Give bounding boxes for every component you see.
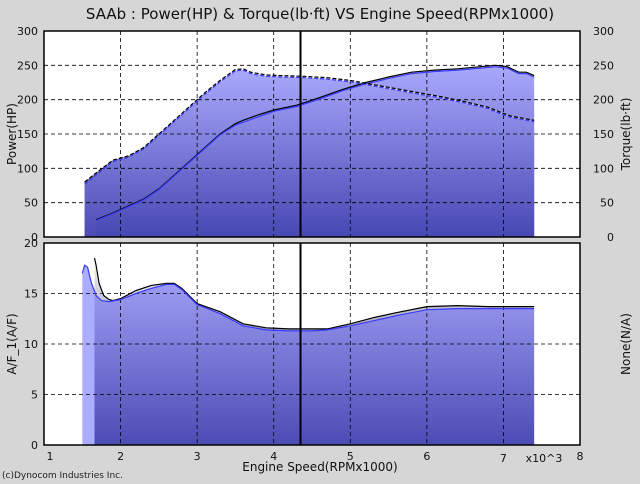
series-fill — [82, 265, 535, 445]
x-tick-label: 8 — [577, 450, 584, 463]
y-right-tick-label: 150 — [593, 128, 614, 141]
y-tick-label: 250 — [17, 59, 38, 72]
y-tick-label: 300 — [17, 25, 38, 38]
x-multiplier-label: x10^3 — [526, 452, 563, 465]
plot-frame — [43, 242, 581, 446]
series-line — [84, 69, 535, 185]
x-tick-label: 5 — [347, 450, 354, 463]
y-tick-label: 100 — [17, 162, 38, 175]
y-right-tick-label: 300 — [593, 25, 614, 38]
y-tick-label: 15 — [24, 288, 38, 301]
plot-frame — [43, 30, 581, 238]
x-tick-label: 6 — [423, 450, 430, 463]
y-right-tick-label: 200 — [593, 94, 614, 107]
x-tick-label: 4 — [270, 450, 277, 463]
air-fuel-panel: 0 5 10 15 20 1 2 3 4 5 6 8 7 A/F_1(A/F) None(N/A) — [5, 237, 633, 465]
y-right-tick-label: 50 — [600, 197, 614, 210]
y-right-tick-label: 0 — [607, 231, 614, 244]
series-line — [93, 257, 535, 330]
y-right-tick-label: 100 — [593, 162, 614, 175]
series-line — [84, 68, 535, 183]
x-tick-label: 7 — [500, 452, 507, 465]
y-tick-label: 5 — [31, 389, 38, 402]
y-tick-label: 50 — [24, 197, 38, 210]
y-tick-label: 200 — [17, 94, 38, 107]
y-tick-label: 150 — [17, 128, 38, 141]
series-line — [95, 66, 535, 222]
power-torque-panel: 0 0 50 50 100 100 150 150 200 200 250 250 300 300 Powe… — [5, 25, 633, 244]
x-axis-label: Engine Speed(RPMx1000) — [242, 460, 398, 474]
y-right-tick-label: 250 — [593, 59, 614, 72]
x-tick-label: 2 — [117, 450, 124, 463]
y-tick-label: 0 — [31, 439, 38, 452]
x-tick-label: 3 — [194, 450, 201, 463]
y-axis-label: Power(HP) — [5, 103, 19, 165]
x-tick-label: 1 — [47, 450, 54, 463]
y-tick-label: 0 — [31, 231, 38, 244]
series-line — [81, 264, 535, 332]
y-tick-label: 10 — [24, 338, 38, 351]
y-axis-right-label: None(N/A) — [619, 313, 633, 375]
y-tick-label: 20 — [24, 237, 38, 250]
copyright-text: (c)Dynocom Industries Inc. — [2, 471, 123, 480]
chart-title: SAAb : Power(HP) & Torque(lb·ft) VS Engi… — [86, 5, 554, 23]
y-axis-right-label: Torque(lb·ft) — [619, 98, 633, 172]
y-axis-label: A/F_1(A/F) — [5, 313, 19, 374]
